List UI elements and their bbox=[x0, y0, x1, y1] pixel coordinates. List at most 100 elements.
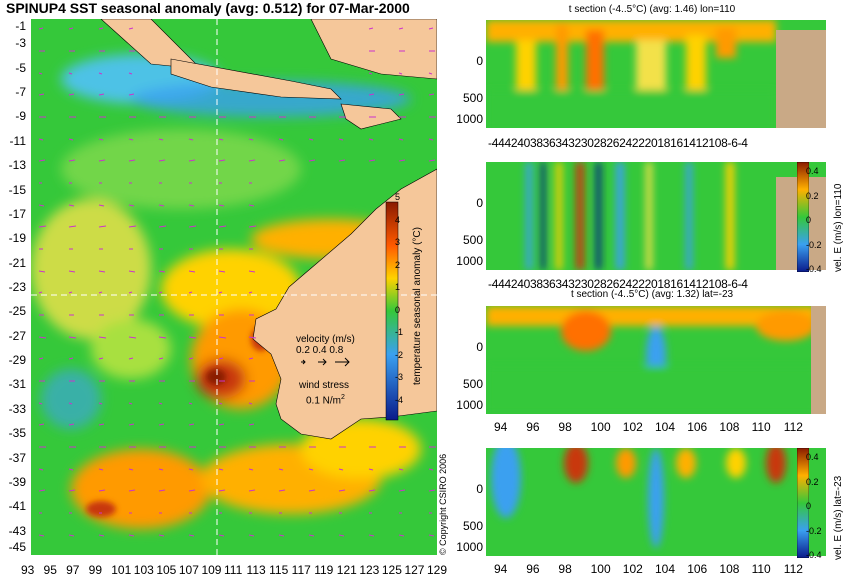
lon-tick: 100 bbox=[590, 420, 611, 434]
colorbar-tick: 3 bbox=[395, 237, 401, 247]
velocity-arrow bbox=[128, 204, 135, 207]
lon-tick: 129 bbox=[427, 563, 448, 577]
panel1-xaxis: -4442403836343230282624222018161412108-6… bbox=[488, 136, 748, 150]
lon-tick: 106 bbox=[687, 562, 708, 576]
velocity-arrow bbox=[98, 489, 106, 492]
colorbar-tick: 0 bbox=[395, 304, 401, 315]
lat-tick: -15 bbox=[8, 182, 26, 197]
sst-colorbar bbox=[385, 201, 399, 421]
panel3-title: t section (-4..5°C) (avg: 1.32) lat=-23 bbox=[570, 289, 734, 300]
velocity-arrow bbox=[68, 93, 75, 96]
lon-tick: 112 bbox=[783, 420, 803, 434]
velocity-arrow bbox=[158, 159, 166, 162]
velocity-arrow bbox=[248, 534, 255, 537]
velocity-arrow bbox=[98, 291, 103, 294]
velocity-arrow bbox=[38, 93, 45, 96]
velocity-arrow bbox=[38, 423, 45, 426]
velocity-arrow bbox=[218, 204, 225, 207]
velocity-arrow bbox=[218, 336, 227, 339]
velocity-arrow bbox=[38, 27, 44, 30]
lon-tick: 107 bbox=[178, 563, 199, 577]
panel1-title: t section (-4..5°C) (avg: 1.46) lon=110 bbox=[568, 4, 736, 15]
velocity-arrow bbox=[368, 27, 374, 30]
lat-tick: -21 bbox=[8, 255, 26, 270]
depth-tick: 1000 bbox=[456, 540, 483, 554]
velocity-arrow bbox=[98, 402, 103, 405]
panel2-colorbar-label: vel. E (m/s) lon=110 bbox=[833, 183, 844, 272]
depth-tick: 500 bbox=[462, 233, 483, 247]
lon-tick: 106 bbox=[687, 420, 708, 434]
panel3-yaxis: 0 500 1000 bbox=[441, 304, 483, 414]
velocity-arrow bbox=[398, 534, 405, 537]
lon-tick: 110 bbox=[751, 420, 771, 434]
velocity-arrow bbox=[98, 534, 105, 537]
velocity-arrow bbox=[38, 534, 45, 537]
velocity-arrow bbox=[128, 225, 137, 228]
velocity-arrow bbox=[428, 72, 433, 75]
velocity-arrow bbox=[38, 468, 44, 471]
velocity-arrow bbox=[428, 159, 436, 162]
velocity-arrow bbox=[68, 468, 74, 471]
velocity-arrow bbox=[218, 402, 223, 405]
velocity-arrow bbox=[428, 468, 434, 471]
velocity-arrow bbox=[428, 27, 434, 30]
lon-tick: 112 bbox=[783, 562, 803, 576]
velocity-arrow bbox=[368, 72, 373, 75]
velocity-arrow bbox=[398, 468, 404, 471]
velocity-arrow bbox=[38, 159, 46, 162]
lon-tick: 104 bbox=[655, 420, 676, 434]
lon-tick: 109 bbox=[201, 563, 222, 577]
velocity-arrow bbox=[248, 402, 253, 405]
lat-tick: -1 bbox=[15, 19, 26, 33]
velocity-arrow bbox=[188, 468, 194, 471]
lon-tick: 101 bbox=[111, 563, 132, 577]
lon-tick: 125 bbox=[381, 563, 402, 577]
velocity-arrow bbox=[218, 489, 226, 492]
velocity-arrow bbox=[68, 402, 73, 405]
velocity-arrow bbox=[128, 27, 134, 30]
velocity-arrow bbox=[248, 225, 257, 228]
lat-tick: -11 bbox=[9, 133, 26, 148]
velocity-arrow bbox=[98, 468, 104, 471]
velocity-arrow bbox=[398, 159, 406, 162]
velocity-arrow bbox=[278, 468, 284, 471]
velocity-arrow bbox=[38, 72, 43, 75]
panel4-section bbox=[486, 448, 826, 556]
velocity-arrow bbox=[188, 138, 194, 141]
velocity-colorbar-tick: 0.2 bbox=[806, 190, 819, 201]
velocity-colorbar-tick: 0 bbox=[806, 501, 812, 511]
colorbar-tick: 1 bbox=[395, 282, 401, 292]
lat-tick: -5 bbox=[15, 60, 26, 75]
sst-map bbox=[31, 19, 437, 555]
velocity-arrow bbox=[278, 534, 285, 537]
lat-tick: -41 bbox=[8, 499, 26, 514]
lon-tick: 102 bbox=[622, 420, 643, 434]
velocity-arrow bbox=[68, 27, 74, 30]
velocity-arrow bbox=[188, 336, 197, 339]
panel1-section bbox=[486, 20, 826, 128]
wind-legend-title: wind stress bbox=[299, 380, 350, 391]
velocity-arrow bbox=[68, 225, 77, 228]
velocity-arrow bbox=[368, 159, 376, 162]
velocity-arrow bbox=[218, 468, 224, 471]
velocity-arrow bbox=[308, 489, 316, 492]
velocity-arrow bbox=[68, 423, 75, 426]
lon-tick: 113 bbox=[246, 563, 266, 577]
velocity-arrow bbox=[68, 534, 75, 537]
velocity-arrow bbox=[218, 423, 225, 426]
velocity-arrow bbox=[428, 534, 435, 537]
lon-tick: 108 bbox=[719, 420, 740, 434]
depth-tick: 0 bbox=[476, 340, 483, 354]
velocity-arrow bbox=[98, 27, 104, 30]
velocity-arrow bbox=[68, 291, 73, 294]
velocity-arrow bbox=[398, 489, 406, 492]
lon-tick: 96 bbox=[526, 420, 540, 434]
depth-tick: 0 bbox=[476, 54, 483, 68]
panel4-colorbar-ticks: 0.4 0.2 0 -0.2 -0.4 bbox=[806, 452, 830, 562]
velocity-arrow bbox=[338, 468, 344, 471]
colorbar-tick: 5 bbox=[395, 192, 401, 202]
lon-tick: 102 bbox=[622, 562, 643, 576]
lon-tick: 104 bbox=[655, 562, 676, 576]
velocity-colorbar-tick: 0 bbox=[806, 215, 812, 225]
lon-tick: 108 bbox=[719, 562, 740, 576]
